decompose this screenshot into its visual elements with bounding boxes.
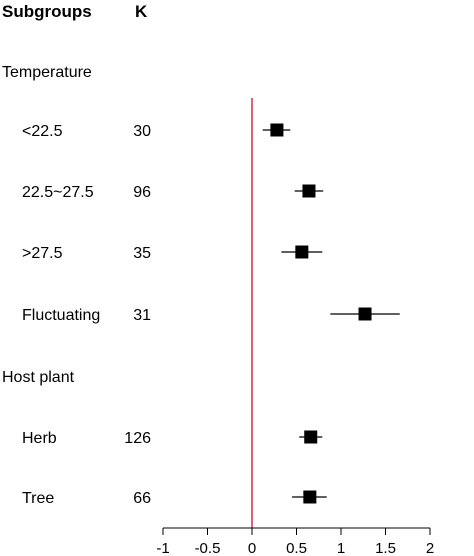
x-tick-label-5: 1.5 [375,540,396,556]
x-tick-label-1: -0.5 [195,540,221,556]
row-1-0-k: 126 [124,430,151,447]
row-0-2-estimate-marker [295,245,309,259]
x-tick-label-3: 0.5 [286,540,307,556]
row-0-1-estimate-marker [302,184,316,198]
x-axis: -1 -0.5 0 0.5 1 1.5 2 [156,527,434,556]
x-tick-label-4: 1 [337,540,345,556]
row-0-1-label: 22.5~27.5 [22,184,94,201]
row-0-1-k: 96 [133,184,151,201]
rows-layer: <22.5 30 22.5~27.5 96 >27.5 35 Fluctuating 31 He… [22,98,400,528]
row-0-3-k: 31 [133,307,151,324]
row-0-0-estimate-marker [270,123,284,137]
group-label-host-plant: Host plant [2,369,75,386]
row-1-1-k: 66 [133,490,151,507]
row-0-3-label: Fluctuating [22,307,100,324]
row-0-3-estimate-marker [358,307,372,321]
row-0-0-label: <22.5 [22,123,63,140]
row-1-0-estimate-marker [304,430,318,444]
row-1-1-estimate-marker [303,490,317,504]
row-1-0-label: Herb [22,430,57,447]
row-0-0-k: 30 [133,123,151,140]
row-1-1-label: Tree [22,490,54,507]
row-0-2-label: >27.5 [22,245,63,262]
row-0-2-k: 35 [133,245,151,262]
group-label-temperature: Temperature [2,64,92,81]
x-tick-label-2: 0 [248,540,256,556]
x-tick-label-6: 2 [426,540,434,556]
x-tick-label-0: -1 [156,540,169,556]
subgroups-header: Subgroups [2,2,92,21]
k-header: K [135,2,148,21]
